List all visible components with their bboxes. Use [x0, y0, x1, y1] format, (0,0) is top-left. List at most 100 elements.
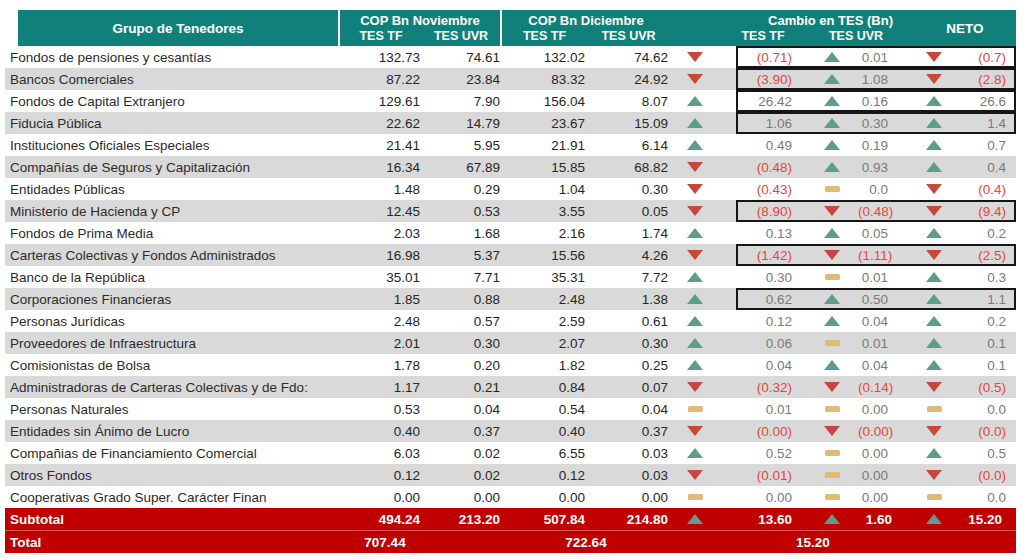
group-name-cell: Entidades sin Ánimo de Lucro: [5, 424, 340, 439]
tf-change-direction: [670, 316, 720, 326]
nov-tes-tf-cell: 129.61: [340, 94, 422, 109]
total-diciembre: 722.64: [502, 535, 670, 550]
down-arrow-icon: [926, 382, 942, 392]
nov-tes-uvr-cell: 5.95: [422, 138, 502, 153]
group-name-cell: Comisionistas de Bolsa: [5, 358, 340, 373]
dic-tes-tf-cell: 15.56: [502, 248, 587, 263]
header-cambio-title: Cambio en TES (Bn): [670, 10, 906, 29]
group-name-cell: Fiducia Pública: [5, 116, 340, 131]
tf-change-direction: [670, 162, 720, 172]
tf-change-cell: (8.90): [720, 204, 806, 219]
table-row: Carteras Colectivas y Fondos Administrad…: [5, 244, 1016, 266]
nov-tes-tf-cell: 1.78: [340, 358, 422, 373]
nov-tes-uvr-cell: 0.02: [422, 446, 502, 461]
table-row: Compañias de Financiamiento Comercial6.0…: [5, 442, 1016, 464]
dic-tes-tf-cell: 21.91: [502, 138, 587, 153]
group-name-cell: Fondos de Capital Extranjero: [5, 94, 340, 109]
up-arrow-icon: [687, 448, 703, 458]
neto-direction: [906, 74, 962, 84]
table-row: Ministerio de Hacienda y CP12.450.533.55…: [5, 200, 1016, 222]
group-name-cell: Proveedores de Infraestructura: [5, 336, 340, 351]
uvr-change-cell: 0.00: [858, 490, 906, 505]
dic-tes-uvr-cell: 1.38: [587, 292, 670, 307]
nov-tes-uvr-cell: 0.30: [422, 336, 502, 351]
table-row: Bancos Comerciales87.2223.8483.3224.92(3…: [5, 68, 1016, 90]
table-row: Entidades Públicas1.480.291.040.30(0.43)…: [5, 178, 1016, 200]
dic-tes-uvr-cell: 0.05: [587, 204, 670, 219]
up-arrow-icon: [926, 96, 942, 106]
dic-tes-tf-cell: 2.16: [502, 226, 587, 241]
dic-tes-uvr-cell: 0.03: [587, 468, 670, 483]
dic-tes-uvr-cell: 74.62: [587, 50, 670, 65]
header-neto: NETO: [906, 10, 1016, 46]
uvr-change-direction: [806, 294, 858, 304]
dic-tes-uvr-cell: 0.37: [587, 424, 670, 439]
neto-direction: [906, 470, 962, 480]
neto-direction: [906, 494, 962, 500]
group-name-cell: Otros Fondos: [5, 468, 340, 483]
neto-cell: (0.5): [962, 380, 1016, 395]
up-arrow-icon: [824, 52, 840, 62]
uvr-change-cell: 0.93: [858, 160, 906, 175]
uvr-change-direction: [806, 228, 858, 238]
tf-change-cell: 0.00: [720, 490, 806, 505]
down-arrow-icon: [824, 206, 840, 216]
nov-tes-tf-cell: 6.03: [340, 446, 422, 461]
nov-tes-uvr-cell: 5.37: [422, 248, 502, 263]
uvr-change-direction: [806, 118, 858, 128]
uvr-change-direction: [806, 450, 858, 456]
table-row: Administradoras de Carteras Colectivas y…: [5, 376, 1016, 398]
group-name-cell: Compañias de Financiamiento Comercial: [5, 446, 340, 461]
table-row: Fondos de pensiones y cesantías132.7374.…: [5, 46, 1016, 68]
tf-change-direction: [670, 96, 720, 106]
table-row: Proveedores de Infraestructura2.010.302.…: [5, 332, 1016, 354]
group-name-cell: Corporaciones Financieras: [5, 292, 340, 307]
nov-tes-tf-cell: 0.53: [340, 402, 422, 417]
group-name-cell: Ministerio de Hacienda y CP: [5, 204, 340, 219]
subtotal-dic-tf: 507.84: [502, 512, 587, 527]
uvr-change-direction: [806, 406, 858, 412]
dic-tes-uvr-cell: 6.14: [587, 138, 670, 153]
tf-change-cell: 0.01: [720, 402, 806, 417]
up-arrow-icon: [926, 338, 942, 348]
subtotal-label: Subtotal: [5, 512, 340, 527]
dic-tes-uvr-cell: 0.07: [587, 380, 670, 395]
uvr-change-cell: (0.14): [858, 380, 906, 395]
dic-tes-uvr-cell: 1.74: [587, 226, 670, 241]
neto-direction: [906, 184, 962, 194]
tf-change-direction: [670, 74, 720, 84]
neto-cell: 0.2: [962, 226, 1016, 241]
neto-direction: [906, 228, 962, 238]
tf-change-direction: [670, 494, 720, 500]
uvr-change-direction: [806, 494, 858, 500]
dic-tes-uvr-cell: 0.61: [587, 314, 670, 329]
group-name-cell: Bancos Comerciales: [5, 72, 340, 87]
tf-change-cell: 0.04: [720, 358, 806, 373]
up-arrow-icon: [687, 514, 703, 524]
uvr-change-direction: [806, 162, 858, 172]
neto-cell: (0.7): [962, 50, 1016, 65]
tf-change-cell: 26.42: [720, 94, 806, 109]
uvr-change-cell: (1.11): [858, 248, 906, 263]
table-row: Comisionistas de Bolsa1.780.201.820.250.…: [5, 354, 1016, 376]
total-label: Total: [5, 535, 340, 550]
uvr-change-cell: 0.19: [858, 138, 906, 153]
uvr-change-direction: [806, 250, 858, 260]
header-cop-bn-diciembre: COP Bn Diciembre TES TF TES UVR: [502, 10, 670, 46]
flat-dash-icon: [825, 340, 840, 346]
uvr-change-cell: 0.30: [858, 116, 906, 131]
group-name-cell: Compañías de Seguros y Capitalización: [5, 160, 340, 175]
header-cambio-tes-uvr: TES UVR: [806, 29, 906, 46]
down-arrow-icon: [926, 52, 942, 62]
up-arrow-icon: [687, 118, 703, 128]
table-row: Entidades sin Ánimo de Lucro0.400.370.40…: [5, 420, 1016, 442]
uvr-change-cell: 0.04: [858, 314, 906, 329]
table-row: Fondos de Prima Media2.031.682.161.740.1…: [5, 222, 1016, 244]
nov-tes-tf-cell: 87.22: [340, 72, 422, 87]
subtotal-uvr-direction: [806, 514, 858, 524]
uvr-change-cell: (0.48): [858, 204, 906, 219]
nov-tes-tf-cell: 16.34: [340, 160, 422, 175]
neto-direction: [906, 426, 962, 436]
flat-dash-icon: [825, 472, 840, 478]
up-arrow-icon: [824, 316, 840, 326]
